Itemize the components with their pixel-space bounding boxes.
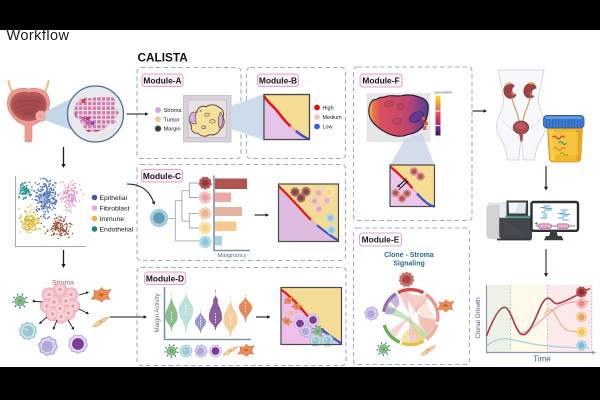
svg-text:Time: Time	[533, 355, 551, 364]
svg-text:Workflow: Workflow	[7, 28, 70, 44]
svg-text:Module-F: Module-F	[362, 76, 399, 86]
svg-text:Medium: Medium	[323, 115, 343, 121]
svg-text:Endothelial: Endothelial	[100, 226, 134, 233]
svg-text:Clonal Growth: Clonal Growth	[475, 297, 482, 339]
svg-text:CALISTA: CALISTA	[138, 51, 189, 65]
svg-text:Module-D: Module-D	[146, 273, 184, 283]
svg-text:Signaling: Signaling	[393, 261, 425, 268]
svg-text:Margin Activity: Margin Activity	[155, 294, 161, 333]
svg-text:High: High	[323, 106, 334, 112]
svg-text:Module-E: Module-E	[362, 235, 400, 245]
svg-text:Clone - Stroma: Clone - Stroma	[384, 252, 434, 259]
svg-text:Immune: Immune	[100, 216, 125, 223]
svg-text:pseudotime: pseudotime	[435, 91, 453, 95]
svg-text:Malignancy: Malignancy	[217, 253, 246, 259]
svg-text:Module-C: Module-C	[143, 171, 181, 181]
svg-text:Margin: Margin	[164, 127, 181, 133]
svg-text:Fibroblast: Fibroblast	[100, 205, 130, 212]
svg-text:Stroma: Stroma	[164, 108, 183, 114]
svg-text:Module-B: Module-B	[259, 75, 297, 85]
svg-text:Epithelial: Epithelial	[100, 195, 128, 202]
svg-text:Stroma: Stroma	[52, 280, 74, 287]
svg-text:Tumor: Tumor	[164, 117, 180, 123]
svg-text:Module-A: Module-A	[143, 75, 181, 85]
svg-text:Low: Low	[323, 125, 333, 131]
